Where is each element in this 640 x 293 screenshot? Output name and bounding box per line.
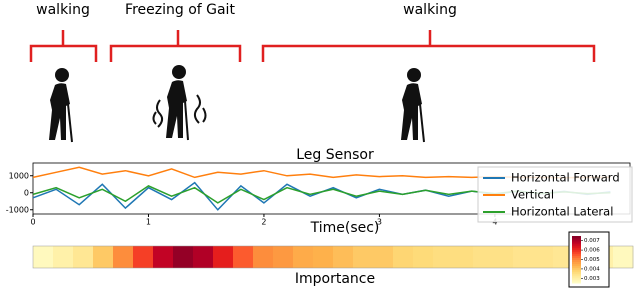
heat-cell [433,246,454,268]
chart-title: Leg Sensor [296,147,374,163]
y-tick-label: -1000 [6,205,29,214]
colorbar-step [572,251,581,255]
heat-cell [73,246,94,268]
colorbar-step [572,273,581,276]
colorbar-step [572,267,581,270]
heat-cell [613,246,634,268]
phase-label: walking [403,2,457,18]
legend-label: Horizontal Forward [511,171,620,185]
colorbar-step [572,265,581,268]
colorbar-tick-label: 0.005 [584,257,600,263]
heat-cell [193,246,214,268]
heat-cell [273,246,294,268]
heat-cell [93,246,114,268]
colorbar-step [572,271,581,274]
colorbar-step [572,275,581,278]
heat-cell [453,246,474,268]
colorbar-step [572,239,581,243]
colorbar-step [572,249,581,253]
colorbar-step [572,261,581,264]
x-axis-label: Time(sec) [310,220,380,236]
legend-label: Horizontal Lateral [511,205,613,219]
colorbar-tick-label: 0.007 [584,238,600,244]
heat-cell [233,246,254,268]
person-icon [49,68,73,143]
colorbar-tick-label: 0.003 [584,276,600,282]
heat-cell [553,246,574,268]
person-icon [152,65,207,141]
colorbar-step [572,247,581,251]
heat-cell [353,246,374,268]
x-tick-label: 1 [146,218,151,227]
colorbar-step [572,279,581,282]
heat-cell [313,246,334,268]
colorbar-step [572,269,581,272]
heat-cell [513,246,534,268]
heatmap-label: Importance [295,271,375,287]
heat-cell [373,246,394,268]
colorbar-step [572,255,581,259]
heat-cell [33,246,54,268]
legend-label: Vertical [511,188,554,202]
colorbar-step [572,253,581,257]
y-tick-label: 1000 [9,171,29,180]
colorbar-step [572,259,581,262]
heat-cell [293,246,314,268]
colorbar-tick-label: 0.004 [584,266,600,272]
colorbar-step [572,257,581,260]
x-tick-label: 0 [30,218,35,227]
colorbar-step [572,281,581,284]
heatmap-frame [32,245,634,269]
heat-cell [113,246,134,268]
heat-cell [473,246,494,268]
brace [261,30,596,62]
colorbar-step [572,241,581,245]
brace [109,30,242,62]
colorbar-step [572,236,581,239]
colorbar-tick-label: 0.006 [584,248,600,254]
heat-cell [173,246,194,268]
colorbar-step [572,237,581,241]
brace [29,30,98,62]
heat-cell [393,246,414,268]
y-tick-label: 0 [24,188,29,197]
colorbar-step [572,245,581,249]
heat-cell [493,246,514,268]
phase-label: Freezing of Gait [125,2,235,18]
heat-cell [413,246,434,268]
heat-cell [153,246,174,268]
heat-cell [53,246,74,268]
x-tick-label: 3 [377,218,382,227]
phase-label: walking [36,2,90,18]
colorbar-step [572,263,581,266]
x-tick-label: 2 [261,218,266,227]
heat-cell [133,246,154,268]
colorbar-step [572,277,581,280]
heat-cell [533,246,554,268]
person-icon [401,68,425,143]
heat-cell [213,246,234,268]
colorbar-step [572,243,581,247]
heat-cell [253,246,274,268]
heat-cell [333,246,354,268]
